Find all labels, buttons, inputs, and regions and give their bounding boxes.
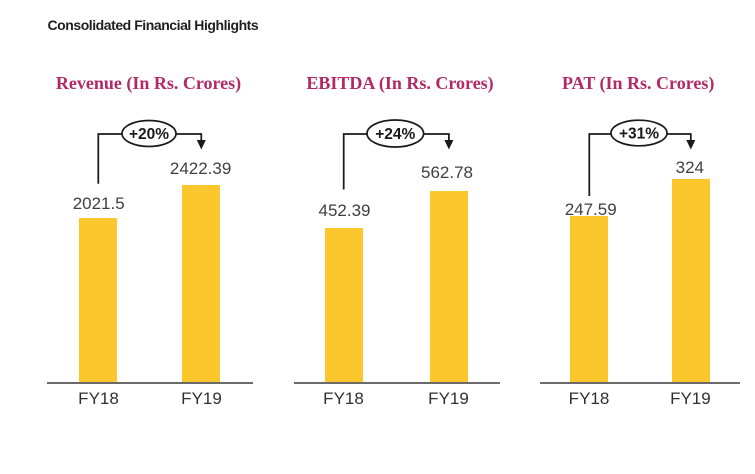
svg-text:+24%: +24% xyxy=(375,126,415,143)
svg-text:+20%: +20% xyxy=(129,126,169,143)
svg-text:+31%: +31% xyxy=(619,126,659,143)
